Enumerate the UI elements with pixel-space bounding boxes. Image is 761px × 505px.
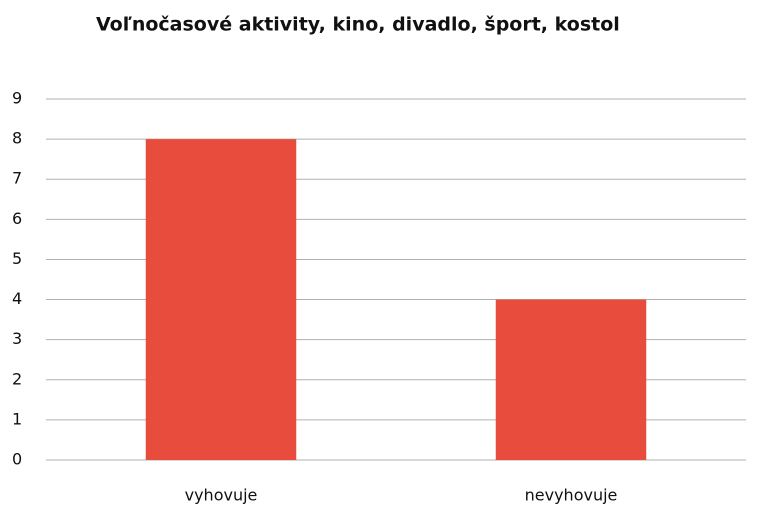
y-tick-label: 8 — [12, 129, 22, 148]
y-tick-label: 7 — [12, 169, 22, 188]
y-tick-label: 1 — [12, 409, 22, 428]
x-tick-label: nevyhovuje — [525, 486, 618, 505]
y-tick-label: 0 — [12, 450, 22, 469]
y-tick-label: 9 — [12, 89, 22, 108]
bar — [495, 299, 647, 460]
chart-title: Voľnočasové aktivity, kino, divadlo, špo… — [96, 14, 620, 36]
y-tick-label: 6 — [12, 209, 22, 228]
y-tick-label: 5 — [12, 249, 22, 268]
bar — [145, 139, 297, 460]
y-tick-label: 4 — [12, 289, 22, 308]
y-tick-label: 2 — [12, 369, 22, 388]
y-tick-label: 3 — [12, 329, 22, 348]
x-tick-label: vyhovuje — [185, 486, 258, 505]
